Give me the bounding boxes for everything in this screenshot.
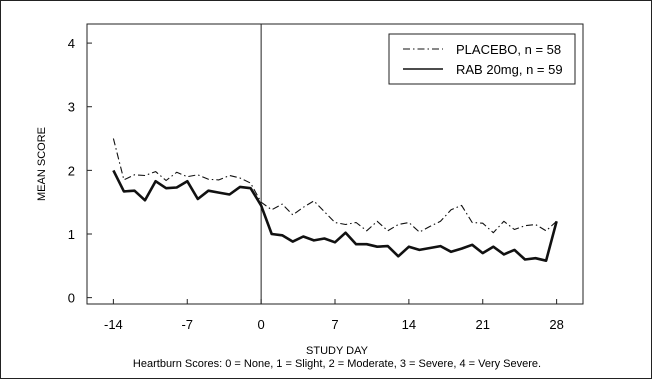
y-tick-label: 2 (68, 163, 75, 178)
y-axis-label: MEAN SCORE (36, 127, 48, 201)
y-tick-label: 3 (68, 100, 75, 115)
legend-label: RAB 20mg, n = 59 (456, 62, 563, 77)
legend-box (388, 33, 576, 85)
legend-label: PLACEBO, n = 58 (456, 42, 561, 57)
y-tick-label: 0 (68, 291, 75, 306)
placebo-series-line (112, 138, 557, 234)
x-tick-label: -7 (181, 317, 193, 332)
rab-series-line (112, 169, 558, 263)
x-axis-label: STUDY DAY (306, 345, 369, 357)
x-tick-label: 28 (549, 317, 563, 332)
x-tick-label: 7 (331, 317, 338, 332)
x-tick-label: 0 (258, 317, 265, 332)
x-tick-label: -14 (104, 317, 123, 332)
footnote: Heartburn Scores: 0 = None, 1 = Slight, … (133, 358, 541, 370)
y-tick-label: 1 (68, 227, 75, 242)
x-tick-label: 21 (476, 317, 490, 332)
y-tick-label: 4 (68, 36, 75, 51)
x-tick-label: 14 (402, 317, 416, 332)
